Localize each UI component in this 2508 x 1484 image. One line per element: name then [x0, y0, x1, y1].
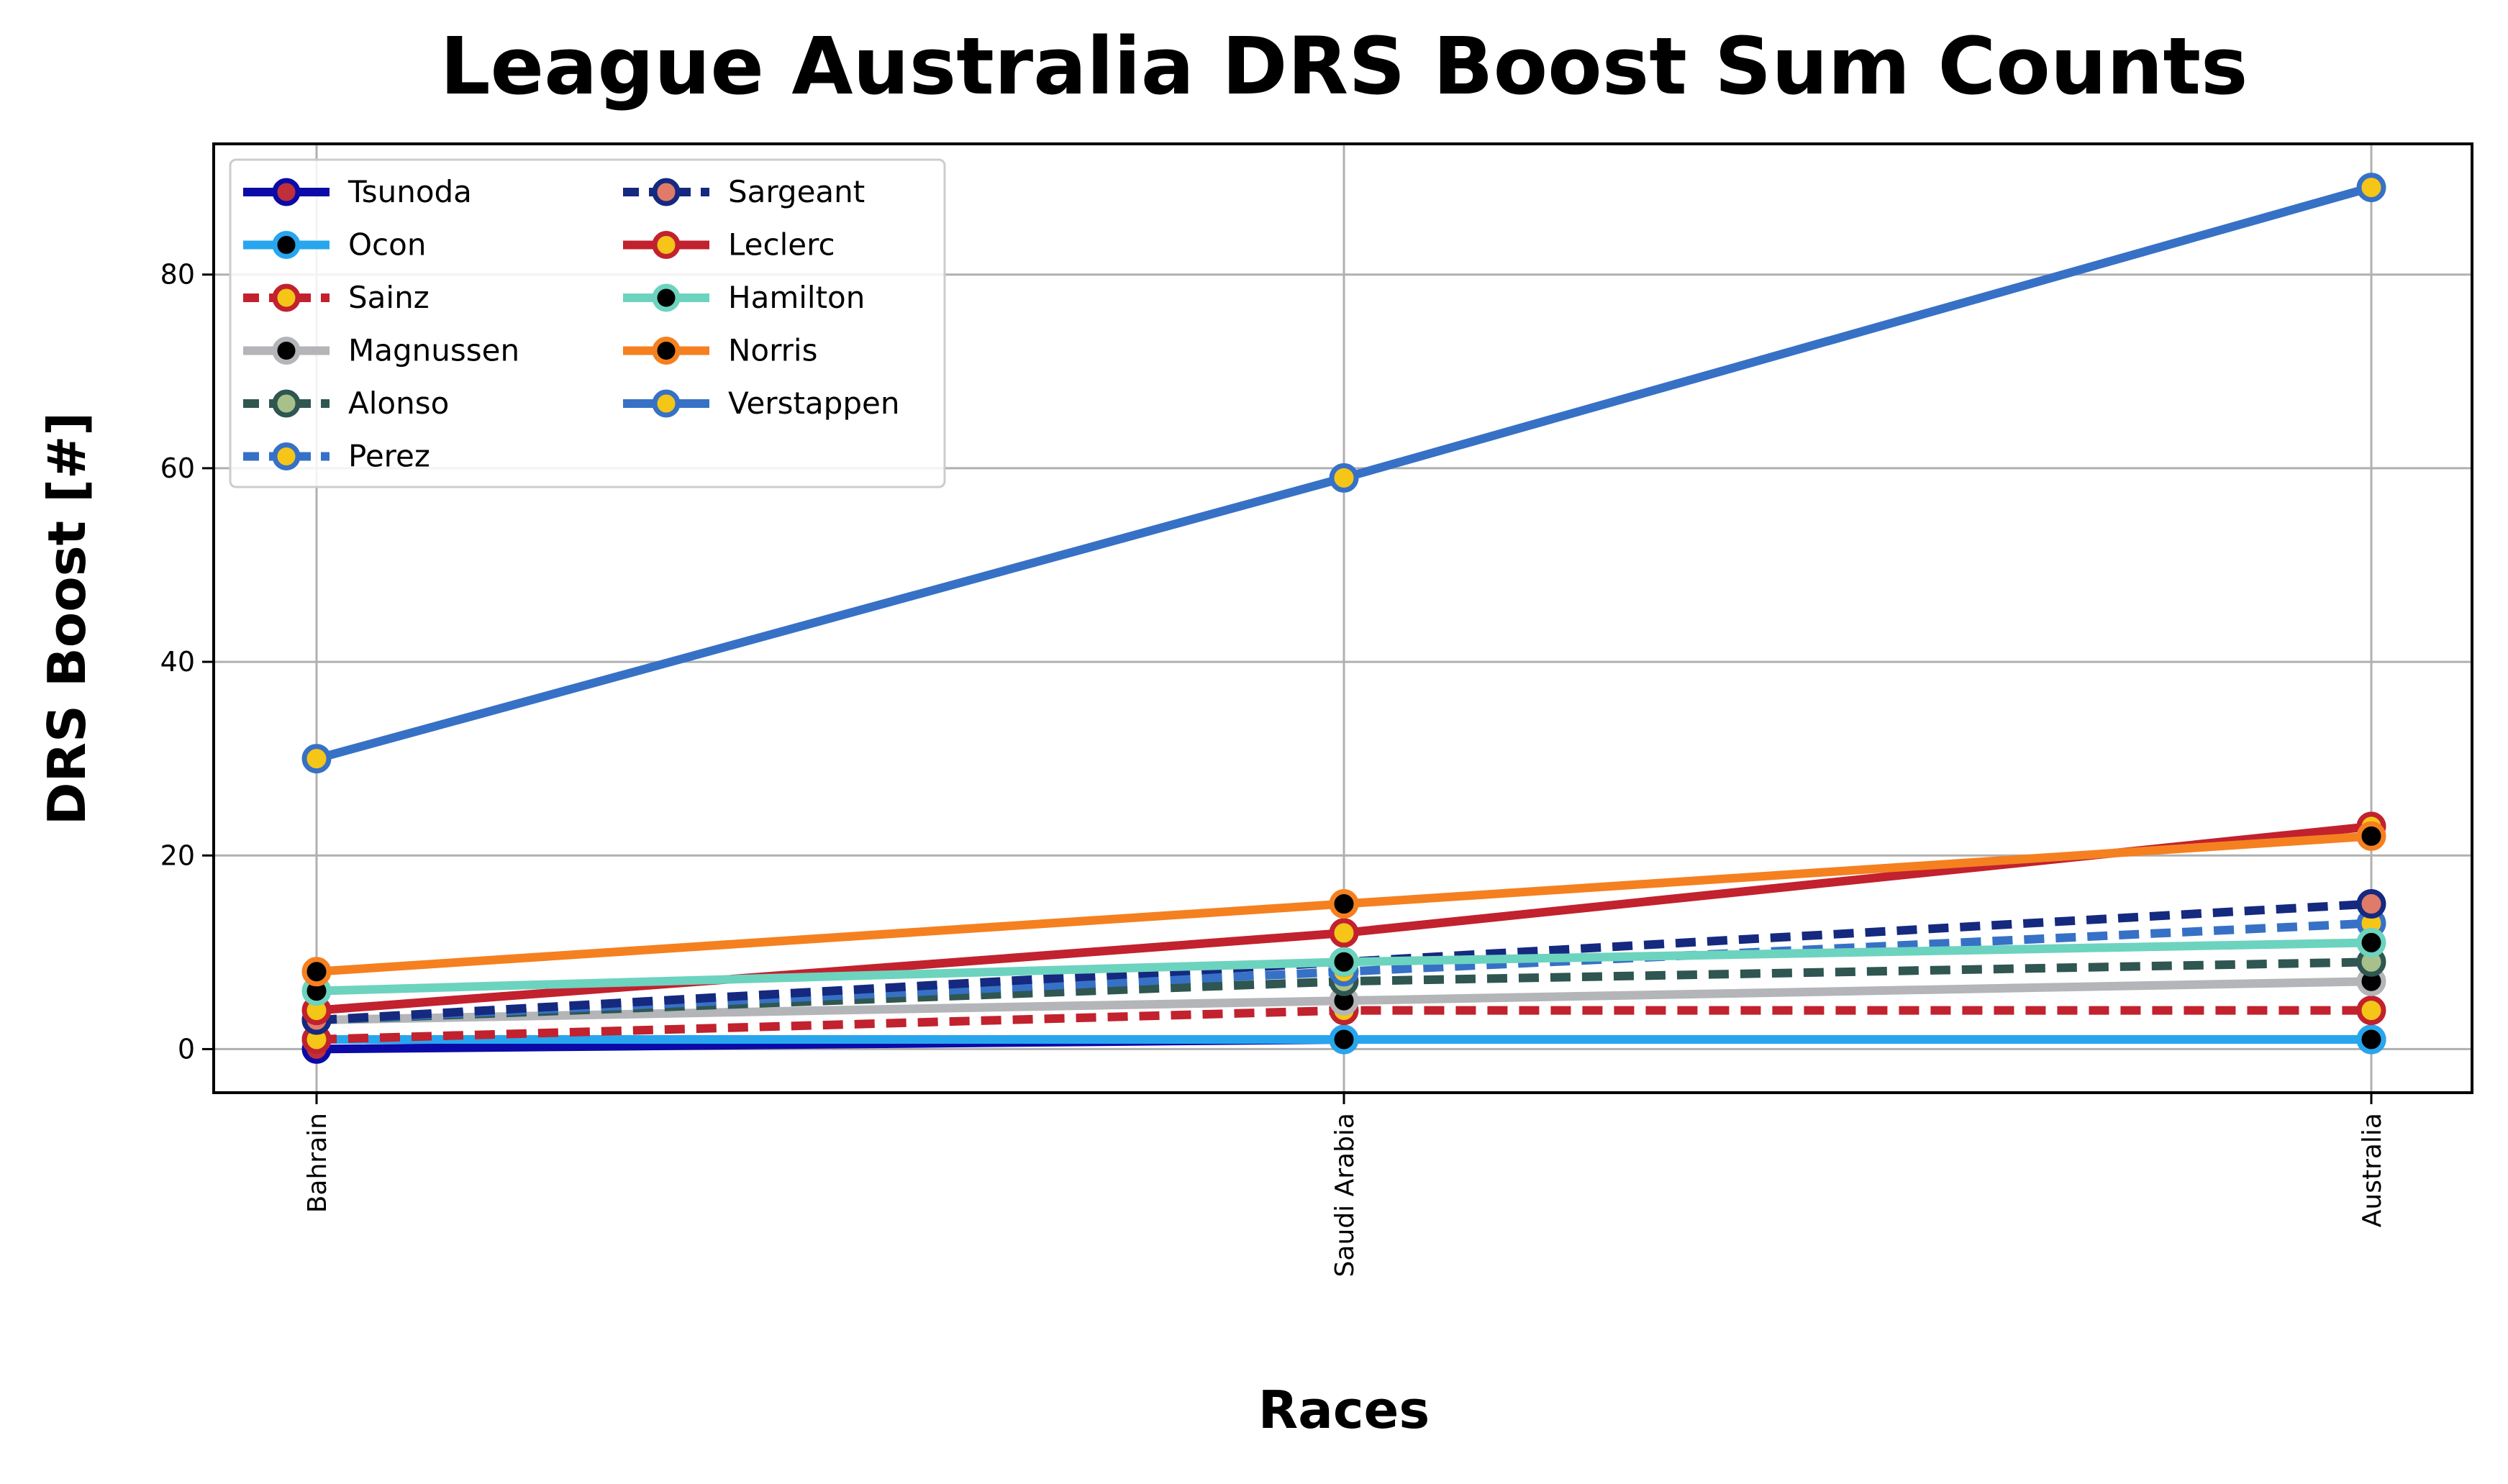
- legend-marker-magnussen: [272, 337, 301, 365]
- legend-label-ocon: Ocon: [348, 227, 426, 263]
- x-tick-label: Saudi Arabia: [1330, 1113, 1360, 1277]
- data-point-hamilton: [2356, 927, 2386, 957]
- legend-marker-tsunoda: [272, 178, 301, 206]
- y-tick-label: 20: [160, 839, 195, 871]
- chart-title: League Australia DRS Boost Sum Counts: [440, 20, 2248, 112]
- data-point-norris: [2356, 821, 2386, 851]
- data-point-sainz: [2356, 996, 2386, 1026]
- legend-marker-norris: [652, 337, 681, 365]
- data-point-hamilton: [1329, 947, 1359, 977]
- y-axis-ticks: 0 20 40 60 80: [160, 259, 214, 1065]
- legend-marker-perez: [272, 442, 301, 470]
- legend-marker-alonso: [272, 389, 301, 418]
- legend-label-leclerc: Leclerc: [728, 227, 835, 263]
- legend-marker-sainz: [272, 283, 301, 312]
- data-point-ocon: [1329, 1024, 1359, 1055]
- legend-label-sargeant: Sargeant: [728, 174, 865, 209]
- data-point-ocon: [2356, 1024, 2386, 1055]
- legend-label-alonso: Alonso: [348, 386, 449, 421]
- legend-label-verstappen: Verstappen: [728, 386, 899, 421]
- data-point-sargeant: [2356, 889, 2386, 919]
- y-tick-label: 80: [160, 259, 195, 291]
- legend-label-hamilton: Hamilton: [728, 280, 865, 315]
- data-point-norris: [1329, 889, 1359, 919]
- legend-marker-ocon: [272, 231, 301, 259]
- legend-label-magnussen: Magnussen: [348, 333, 519, 368]
- data-point-verstappen: [1329, 463, 1359, 493]
- data-point-norris: [301, 957, 332, 987]
- legend-marker-hamilton: [652, 283, 681, 312]
- x-tick-label: Australia: [2358, 1113, 2387, 1227]
- y-tick-label: 40: [160, 646, 195, 678]
- legend-marker-sargeant: [652, 178, 681, 206]
- x-axis-ticks: Bahrain Saudi Arabia Australia: [303, 1093, 2387, 1277]
- y-tick-label: 60: [160, 452, 195, 484]
- x-tick-label: Bahrain: [303, 1113, 332, 1213]
- legend-label-tsunoda: Tsunoda: [347, 174, 472, 209]
- y-axis-label: DRS Boost [#]: [37, 412, 97, 825]
- y-tick-label: 0: [178, 1033, 195, 1065]
- data-point-leclerc: [1329, 918, 1359, 948]
- legend-marker-verstappen: [652, 389, 681, 418]
- legend-label-perez: Perez: [348, 439, 430, 474]
- data-point-verstappen: [301, 744, 332, 774]
- legend-box: [229, 158, 946, 488]
- data-point-verstappen: [2356, 173, 2386, 203]
- legend-label-sainz: Sainz: [348, 280, 430, 315]
- legend: Tsunoda Ocon Sainz Magnussen Alonso Perez Sarg…: [229, 158, 946, 488]
- x-axis-label: Races: [1258, 1380, 1430, 1440]
- series-layer: [301, 173, 2386, 1064]
- legend-label-norris: Norris: [728, 333, 817, 368]
- legend-marker-leclerc: [652, 231, 681, 259]
